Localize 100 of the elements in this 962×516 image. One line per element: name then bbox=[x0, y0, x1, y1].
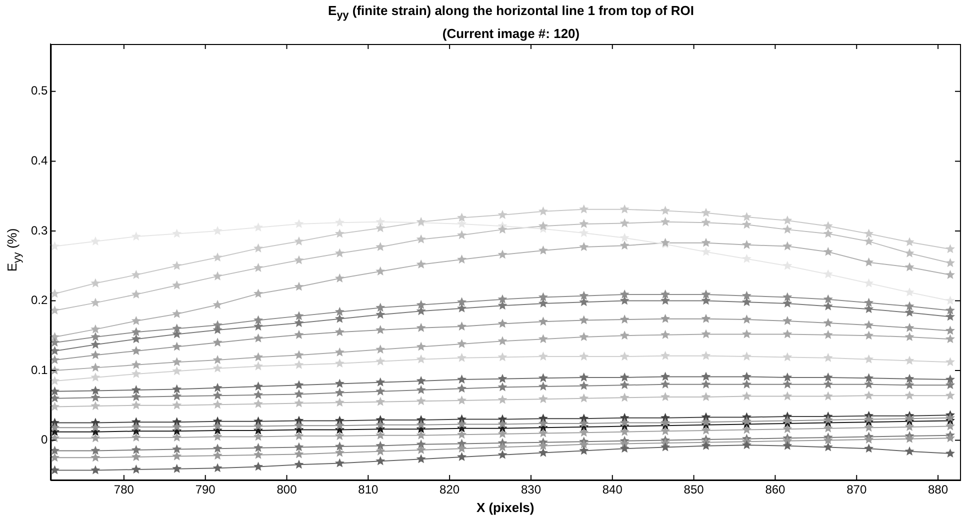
point bbox=[782, 241, 792, 250]
point bbox=[864, 257, 874, 266]
point bbox=[904, 322, 914, 332]
x-tick-label: 870 bbox=[846, 482, 867, 497]
point bbox=[538, 352, 548, 361]
point bbox=[376, 356, 386, 366]
point bbox=[131, 360, 141, 369]
point bbox=[90, 324, 100, 334]
point bbox=[376, 344, 386, 354]
point bbox=[620, 426, 630, 436]
point bbox=[334, 358, 344, 368]
point bbox=[782, 292, 792, 302]
point bbox=[131, 316, 141, 325]
point bbox=[864, 278, 874, 288]
x-tick-label: 830 bbox=[520, 482, 542, 497]
point bbox=[823, 415, 833, 424]
point bbox=[90, 236, 100, 246]
point bbox=[416, 354, 426, 364]
point bbox=[498, 428, 508, 438]
point bbox=[904, 374, 914, 383]
point bbox=[864, 298, 874, 307]
point bbox=[457, 212, 467, 222]
point bbox=[334, 218, 344, 227]
point bbox=[742, 372, 752, 381]
point bbox=[457, 303, 467, 312]
point bbox=[457, 297, 467, 306]
point bbox=[864, 390, 874, 400]
point bbox=[579, 352, 589, 361]
point bbox=[50, 465, 60, 474]
point bbox=[334, 420, 344, 430]
point bbox=[50, 338, 60, 347]
point bbox=[660, 296, 670, 305]
point bbox=[90, 332, 100, 342]
y-tick-label: 0.2 bbox=[30, 293, 48, 308]
point bbox=[782, 329, 792, 338]
point bbox=[538, 221, 548, 230]
point bbox=[90, 422, 100, 432]
point bbox=[823, 423, 833, 432]
point bbox=[904, 380, 914, 390]
y-tick-label: 0.4 bbox=[30, 154, 48, 168]
point bbox=[50, 386, 60, 396]
point bbox=[742, 240, 752, 249]
point bbox=[904, 414, 914, 423]
point bbox=[376, 420, 386, 429]
point bbox=[90, 446, 100, 455]
point bbox=[620, 392, 630, 402]
point bbox=[376, 325, 386, 334]
point bbox=[90, 362, 100, 372]
point bbox=[131, 385, 141, 394]
point bbox=[823, 294, 833, 304]
point bbox=[416, 306, 426, 316]
point bbox=[131, 289, 141, 298]
point bbox=[131, 432, 141, 442]
point bbox=[416, 454, 426, 464]
point bbox=[945, 244, 955, 254]
point bbox=[864, 414, 874, 424]
point bbox=[50, 288, 60, 298]
point bbox=[376, 456, 386, 466]
point bbox=[416, 234, 426, 244]
point bbox=[538, 418, 548, 428]
point bbox=[823, 330, 833, 339]
point bbox=[172, 324, 182, 333]
point bbox=[498, 450, 508, 459]
point bbox=[579, 242, 589, 252]
point bbox=[254, 315, 264, 324]
point bbox=[823, 228, 833, 238]
point bbox=[334, 458, 344, 468]
point bbox=[742, 314, 752, 324]
point bbox=[376, 223, 386, 232]
point bbox=[416, 439, 426, 448]
point bbox=[254, 442, 264, 452]
point bbox=[620, 352, 630, 361]
point bbox=[212, 338, 222, 347]
point bbox=[701, 329, 711, 338]
point bbox=[131, 368, 141, 378]
point bbox=[172, 342, 182, 351]
point bbox=[416, 420, 426, 429]
point bbox=[579, 332, 589, 342]
point bbox=[212, 421, 222, 430]
point bbox=[660, 206, 670, 215]
point bbox=[620, 330, 630, 340]
point bbox=[742, 416, 752, 426]
point bbox=[538, 206, 548, 216]
point bbox=[172, 280, 182, 290]
point bbox=[334, 442, 344, 451]
point bbox=[782, 260, 792, 270]
point bbox=[172, 451, 182, 460]
y-tick-label: 0.1 bbox=[30, 362, 48, 377]
point bbox=[376, 242, 386, 252]
point bbox=[620, 380, 630, 390]
point bbox=[212, 300, 222, 309]
point bbox=[579, 290, 589, 300]
point bbox=[782, 379, 792, 388]
point bbox=[212, 450, 222, 460]
point bbox=[498, 442, 508, 452]
point bbox=[620, 204, 630, 214]
point bbox=[498, 294, 508, 304]
point bbox=[457, 444, 467, 453]
point bbox=[376, 430, 386, 440]
point bbox=[782, 424, 792, 434]
